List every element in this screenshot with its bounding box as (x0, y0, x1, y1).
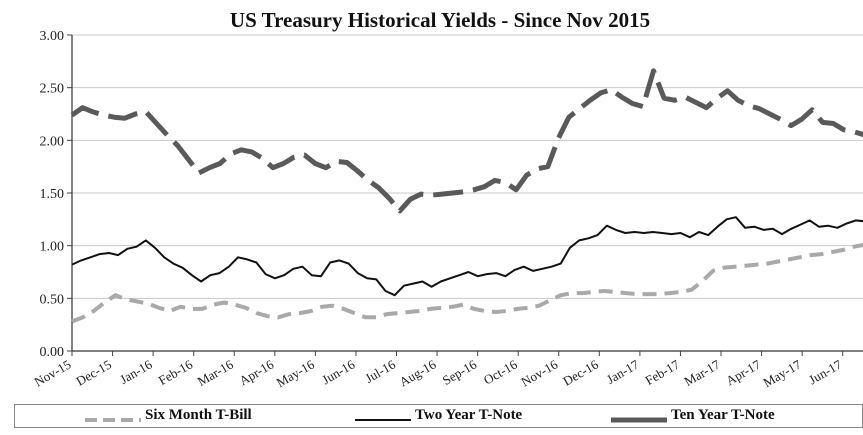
y-tick-label-4: 2.00 (40, 134, 65, 149)
chart-title: US Treasury Historical Yields - Since No… (229, 8, 651, 32)
y-tick-label-1: 0.50 (40, 292, 65, 307)
x-tick-label-3: Feb-16 (156, 356, 196, 388)
y-tick-label-0: 0.00 (40, 345, 65, 360)
x-tick-label-14: Jan-17 (604, 356, 642, 387)
legend-item-ten-year: Ten Year T-Note (611, 407, 775, 424)
x-tick-label-19: Jun-17 (806, 356, 845, 387)
series-line-2 (70, 68, 863, 214)
x-tick-label-13: Dec-16 (560, 356, 601, 388)
series-lines (70, 68, 863, 324)
legend-label-six-month: Six Month T-Bill (145, 407, 252, 423)
y-tick-label-6: 3.00 (40, 29, 65, 44)
x-tick-label-17: Apr-17 (723, 356, 763, 388)
y-tick-label-3: 1.50 (40, 187, 65, 202)
legend-item-two-year: Two Year T-Note (355, 407, 522, 424)
x-tick-label-7: Jun-16 (319, 356, 358, 387)
x-tick-label-12: Nov-16 (518, 356, 560, 389)
x-tick-label-6: May-16 (274, 356, 318, 390)
legend-swatch-ten-year (611, 412, 667, 422)
legend: Six Month T-Bill Two Year T-Note Ten Yea… (14, 404, 863, 428)
legend-item-six-month: Six Month T-Bill (85, 407, 252, 424)
x-tick-labels: Nov-15 Dec-15 Jan-16 Feb-16 Mar-16 Apr-16May-… (32, 351, 845, 390)
x-tick-label-4: Mar-16 (195, 356, 236, 389)
x-tick-label-8: Jul-16 (362, 356, 398, 385)
y-tick-labels: 0.00 0.50 1.00 1.50 2.00 2.50 3.00 (40, 29, 65, 360)
legend-swatch-two-year (355, 412, 411, 421)
legend-label-ten-year: Ten Year T-Note (671, 407, 775, 423)
series-line-0 (71, 242, 863, 324)
legend-swatch-six-month (85, 412, 141, 422)
x-tick-label-0: Nov-15 (32, 357, 74, 390)
x-tick-label-16: Mar-17 (681, 356, 722, 389)
gridlines (67, 34, 863, 352)
x-tick-label-11: Oct-16 (481, 356, 520, 387)
x-tick-label-5: Apr-16 (237, 356, 277, 388)
x-tick-label-15: Feb-17 (643, 356, 683, 388)
series-line-1 (71, 216, 863, 297)
x-tick-label-10: Sep-16 (440, 356, 480, 388)
x-tick-label-18: May-17 (760, 356, 804, 390)
x-tick-label-9: Aug-16 (397, 356, 439, 389)
x-tick-label-2: Jan-16 (117, 356, 155, 387)
axes (71, 35, 863, 352)
y-tick-label-2: 1.00 (40, 240, 65, 255)
x-tick-label-1: Dec-15 (73, 357, 114, 389)
y-tick-label-5: 2.50 (40, 82, 65, 97)
legend-label-two-year: Two Year T-Note (415, 407, 523, 423)
